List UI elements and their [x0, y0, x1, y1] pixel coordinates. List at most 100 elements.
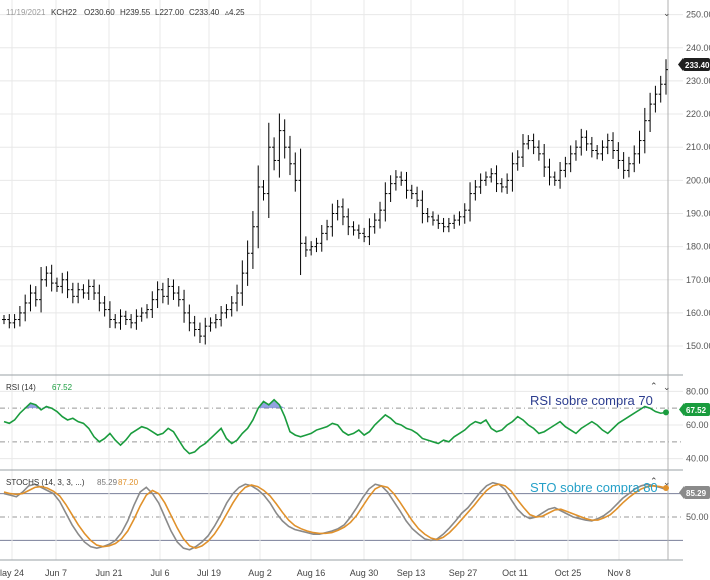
ohlc-bar [521, 134, 526, 167]
header-symbol[interactable]: KCH22 [51, 8, 77, 17]
ohlc-bar [436, 214, 441, 229]
ohlc-bar [584, 130, 589, 151]
ohlc-bar [92, 279, 97, 300]
x-tick-label: Jun 7 [45, 568, 67, 578]
ohlc-bar [86, 279, 91, 300]
stoch-series [3, 481, 669, 551]
ohlc-bar [372, 213, 377, 234]
ohlc-bar [568, 145, 573, 173]
ohlc-bar [367, 218, 372, 246]
x-tick-label: Oct 11 [502, 568, 528, 578]
chevron-up-icon[interactable]: ⌃ [650, 477, 658, 487]
ohlc-bar [2, 314, 6, 325]
x-tick-label: Nov 8 [607, 568, 631, 578]
ohlc-bar [166, 278, 171, 305]
ohlc-bar [611, 132, 616, 159]
ohlc-bar [642, 107, 647, 154]
ohlc-bar [319, 224, 324, 252]
price-y-tick: 240.00 [686, 43, 710, 53]
ohlc-bar [60, 272, 65, 294]
ohlc-bar [335, 199, 340, 221]
rsi-line [3, 398, 667, 455]
ohlc-bar [552, 171, 557, 186]
ohlc-bar [129, 314, 134, 329]
ohlc-bar [457, 211, 462, 226]
stoch-y-tick: 50.00 [686, 512, 709, 522]
ohlc-bar [605, 133, 610, 155]
chevron-down-icon[interactable]: ⌄ [663, 383, 671, 393]
stoch-gridlines [0, 493, 683, 541]
ohlc-bar [17, 305, 22, 327]
ohlc-bar [277, 113, 282, 178]
ohlc-bar [171, 279, 176, 300]
ohlc-bar [409, 184, 414, 200]
rsi-current-tag: 67.52 [679, 403, 710, 416]
rsi-last-point [663, 409, 669, 416]
header-open: O230.60 [84, 8, 115, 17]
ohlc-bar [113, 314, 118, 329]
ohlc-bar [425, 208, 430, 223]
stoch-current-label: 85.29 [686, 489, 707, 498]
rsi-series [3, 398, 669, 455]
x-tick-label: Jul 19 [197, 568, 221, 578]
header-high: H239.55 [120, 8, 151, 17]
stoch-d-value: 87.20 [118, 478, 139, 487]
rsi-y-axis: 80.00 60.00 40.00 [686, 386, 709, 463]
x-tick-label: Jun 21 [95, 568, 122, 578]
chevron-down-icon[interactable]: ⌄ [663, 478, 671, 488]
x-tick-label: Oct 25 [555, 568, 582, 578]
header-low: L227.00 [155, 8, 184, 17]
x-tick-label: Sep 27 [449, 568, 478, 578]
ohlc-bar [155, 281, 160, 309]
stoch-title[interactable]: STOCHS (14, 3, 3, ...) [6, 478, 85, 487]
chevron-down-icon[interactable]: ⌄ [663, 9, 671, 19]
chevron-up-icon[interactable]: ⌃ [650, 382, 658, 392]
x-tick-label: Aug 16 [297, 568, 326, 578]
ohlc-bar [616, 142, 621, 169]
ohlc-bar [462, 203, 467, 224]
ohlc-bar [478, 173, 483, 194]
ohlc-bar [420, 190, 425, 224]
ohlc-bar [356, 224, 361, 239]
ohlc-bar [404, 171, 409, 199]
stoch-last-point [663, 484, 669, 491]
ohlc-bar [664, 59, 668, 95]
ohlc-bar [510, 152, 515, 192]
ohlc-bar [325, 219, 330, 241]
ohlc-bar [515, 150, 520, 171]
ohlc-bar [483, 171, 488, 186]
x-tick-label: Aug 30 [350, 568, 379, 578]
ohlc-bar [134, 309, 139, 330]
ohlc-bar [648, 92, 653, 132]
ohlc-bar [197, 322, 202, 344]
ohlc-bar [637, 130, 642, 164]
price-y-tick: 150.00 [686, 341, 710, 351]
ohlc-bar [526, 135, 531, 150]
ohlc-bar [621, 152, 626, 179]
ohlc-bar [303, 236, 308, 257]
price-y-tick: 230.00 [686, 76, 710, 86]
ohlc-bar [531, 133, 536, 155]
ohlc-bar [378, 201, 383, 229]
ohlc-bar [430, 211, 435, 226]
rsi-title[interactable]: RSI (14) [6, 383, 36, 392]
ohlc-bar [49, 264, 54, 292]
ohlc-bar [76, 282, 81, 304]
ohlc-bar [653, 85, 658, 113]
ohlc-bar [626, 156, 631, 178]
ohlc-bar [139, 307, 144, 322]
x-gridlines [11, 0, 620, 560]
ohlc-bar [54, 277, 59, 292]
ohlc-bar [340, 198, 345, 226]
rsi-annotation: RSI sobre compra 70 [530, 393, 653, 408]
ohlc-bar [70, 282, 75, 304]
x-tick-label: Sep 13 [397, 568, 426, 578]
stoch-k-value: 85.29 [97, 478, 118, 487]
ohlc-bar [150, 291, 155, 318]
ohlc-bar [28, 284, 33, 312]
ohlc-bar [187, 304, 192, 332]
ohlc-bar [224, 304, 229, 319]
ohlc-bar [245, 240, 250, 286]
ohlc-bar [192, 315, 197, 337]
ohlc-bar [298, 148, 303, 276]
